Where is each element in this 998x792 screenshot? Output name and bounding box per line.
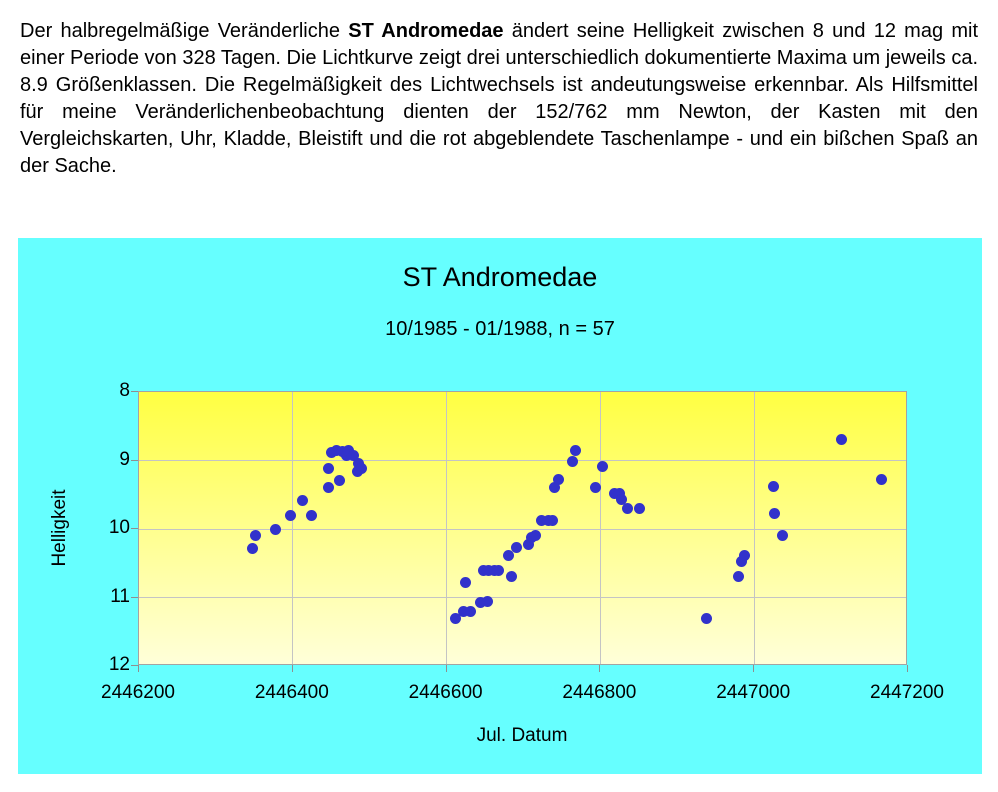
y-tick-mark <box>131 528 138 529</box>
data-point <box>246 543 258 555</box>
light-curve-chart: ST Andromedae 10/1985 - 01/1988, n = 57 … <box>18 238 982 774</box>
data-point <box>505 570 517 582</box>
intro-text-after: ändert seine Helligkeit zwischen 8 und 1… <box>20 20 978 177</box>
data-point <box>297 495 309 507</box>
star-name-bold: ST Andromedae <box>348 20 504 42</box>
data-point <box>615 494 627 506</box>
x-tick-label: 2447000 <box>716 682 791 703</box>
data-point <box>250 530 262 542</box>
data-point <box>481 596 493 608</box>
data-point <box>597 461 609 473</box>
data-point <box>474 597 486 609</box>
chart-title: ST Andromedae <box>402 262 598 292</box>
data-point <box>548 482 560 494</box>
data-point <box>552 474 564 486</box>
y-axis-title: Helligkeit <box>49 489 70 567</box>
data-point <box>835 433 847 445</box>
y-tick-mark <box>131 665 138 666</box>
x-tick-mark <box>138 665 139 672</box>
data-point <box>634 502 646 514</box>
x-tick-mark <box>753 665 755 672</box>
data-point <box>305 509 317 521</box>
y-tick-mark <box>131 596 138 598</box>
data-point <box>511 541 523 553</box>
data-point <box>492 564 504 576</box>
data-point <box>460 576 472 588</box>
x-tick-mark <box>445 665 447 672</box>
plot-area <box>138 391 907 665</box>
x-tick-label: 2446400 <box>254 682 329 703</box>
data-point <box>323 482 335 494</box>
data-point <box>769 508 781 520</box>
vertical-gridline <box>446 392 448 664</box>
data-point <box>621 502 633 514</box>
data-point <box>503 549 515 561</box>
y-tick-label: 12 <box>108 654 130 675</box>
x-tick-mark <box>291 665 293 672</box>
data-point <box>450 612 462 624</box>
vertical-gridline <box>599 392 601 664</box>
x-axis-title: Jul. Datum <box>476 725 568 746</box>
data-point <box>547 515 559 527</box>
data-point <box>458 606 470 618</box>
data-point <box>334 474 346 486</box>
x-tick-mark <box>907 665 908 672</box>
data-point <box>567 455 579 467</box>
data-point <box>614 487 626 499</box>
data-point <box>284 510 296 522</box>
data-point <box>777 529 789 541</box>
data-point <box>522 538 534 550</box>
y-tick-label: 10 <box>108 517 130 538</box>
y-tick-label: 11 <box>110 585 130 607</box>
horizontal-gridline <box>139 597 906 598</box>
y-tick-label: 8 <box>119 380 130 401</box>
x-tick-mark <box>599 665 601 672</box>
data-point <box>875 474 887 486</box>
data-point <box>589 481 601 493</box>
x-tick-label: 2446200 <box>101 682 175 703</box>
data-point <box>464 605 476 617</box>
data-point <box>322 462 334 474</box>
x-tick-label: 2446600 <box>408 682 483 703</box>
x-tick-label: 2446800 <box>562 682 637 703</box>
data-point <box>530 529 542 541</box>
intro-paragraph: Der halbregelmäßige Veränderliche ST And… <box>20 18 978 180</box>
data-point <box>348 450 360 462</box>
data-point <box>767 481 779 493</box>
data-point <box>739 550 751 562</box>
vertical-gridline <box>753 392 755 664</box>
horizontal-gridline <box>139 460 906 461</box>
data-point <box>355 462 367 474</box>
data-point <box>270 523 282 535</box>
y-tick-label: 9 <box>119 448 130 470</box>
data-point <box>570 444 582 456</box>
data-point <box>736 556 748 568</box>
data-point <box>733 571 745 583</box>
data-point <box>701 612 713 624</box>
chart-subtitle: 10/1985 - 01/1988, n = 57 <box>385 318 615 340</box>
horizontal-gridline <box>139 528 906 530</box>
data-point <box>536 515 548 527</box>
x-tick-label: 2447200 <box>870 682 944 703</box>
intro-text-before: Der halbregelmäßige Veränderliche <box>20 20 349 42</box>
y-tick-mark <box>131 459 138 461</box>
vertical-gridline <box>292 392 294 664</box>
y-tick-mark <box>131 391 138 392</box>
